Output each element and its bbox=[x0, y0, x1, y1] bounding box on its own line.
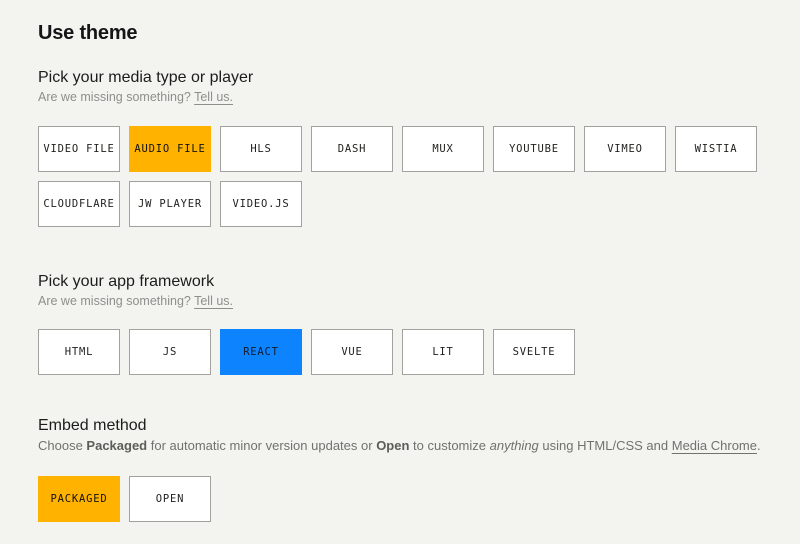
embed-option-open[interactable]: OPEN bbox=[129, 476, 211, 522]
framework-option-svelte[interactable]: SVELTE bbox=[493, 329, 575, 375]
media-option-youtube[interactable]: YOUTUBE bbox=[493, 126, 575, 172]
use-theme-page: Use theme Pick your media type or player… bbox=[38, 22, 762, 522]
media-option-mux[interactable]: MUX bbox=[402, 126, 484, 172]
embed-desc-part3: to customize bbox=[409, 438, 490, 453]
framework-option-html[interactable]: HTML bbox=[38, 329, 120, 375]
embed-section-heading: Embed method bbox=[38, 417, 147, 434]
framework-subtitle-text: Are we missing something? bbox=[38, 294, 191, 308]
embed-method-section: Embed method Choose Packaged for automat… bbox=[38, 416, 762, 522]
media-option-vimeo[interactable]: VIMEO bbox=[584, 126, 666, 172]
media-option-dash[interactable]: DASH bbox=[311, 126, 393, 172]
media-option-hls[interactable]: HLS bbox=[220, 126, 302, 172]
framework-option-group: HTML JS REACT VUE LIT SVELTE bbox=[38, 329, 762, 375]
media-option-video-file[interactable]: VIDEO FILE bbox=[38, 126, 120, 172]
embed-option-group: PACKAGED OPEN bbox=[38, 476, 762, 522]
framework-tell-us-link[interactable]: Tell us. bbox=[194, 294, 234, 308]
embed-desc-anything-italic: anything bbox=[489, 438, 539, 453]
framework-section-heading: Pick your app framework bbox=[38, 273, 215, 290]
embed-desc-open-bold: Open bbox=[376, 438, 410, 453]
media-option-audio-file[interactable]: AUDIO FILE bbox=[129, 126, 211, 172]
media-type-section: Pick your media type or player Are we mi… bbox=[38, 68, 762, 227]
media-option-wistia[interactable]: WISTIA bbox=[675, 126, 757, 172]
embed-desc-part4: using HTML/CSS and bbox=[538, 438, 672, 453]
embed-desc-packaged-bold: Packaged bbox=[86, 438, 148, 453]
media-subtitle-text: Are we missing something? bbox=[38, 90, 191, 104]
media-section-heading: Pick your media type or player bbox=[38, 69, 254, 86]
media-option-jw-player[interactable]: JW PLAYER bbox=[129, 181, 211, 227]
framework-option-lit[interactable]: LIT bbox=[402, 329, 484, 375]
media-option-cloudflare[interactable]: CLOUDFLARE bbox=[38, 181, 120, 227]
page-title: Use theme bbox=[38, 22, 138, 44]
embed-description: Choose Packaged for automatic minor vers… bbox=[38, 438, 762, 454]
framework-option-react[interactable]: REACT bbox=[220, 329, 302, 375]
embed-desc-part5: . bbox=[757, 438, 761, 453]
media-tell-us-link[interactable]: Tell us. bbox=[194, 90, 234, 104]
media-chrome-link[interactable]: Media Chrome bbox=[671, 438, 757, 453]
media-option-group: VIDEO FILE AUDIO FILE HLS DASH MUX YOUTU… bbox=[38, 126, 762, 227]
embed-desc-part2: for automatic minor version updates or bbox=[147, 438, 377, 453]
framework-section-subtitle: Are we missing something? Tell us. bbox=[38, 294, 762, 309]
framework-section: Pick your app framework Are we missing s… bbox=[38, 272, 762, 375]
embed-desc-part1: Choose bbox=[38, 438, 87, 453]
framework-option-vue[interactable]: VUE bbox=[311, 329, 393, 375]
embed-option-packaged[interactable]: PACKAGED bbox=[38, 476, 120, 522]
framework-option-js[interactable]: JS bbox=[129, 329, 211, 375]
media-option-video-js[interactable]: VIDEO.JS bbox=[220, 181, 302, 227]
media-section-subtitle: Are we missing something? Tell us. bbox=[38, 90, 762, 105]
